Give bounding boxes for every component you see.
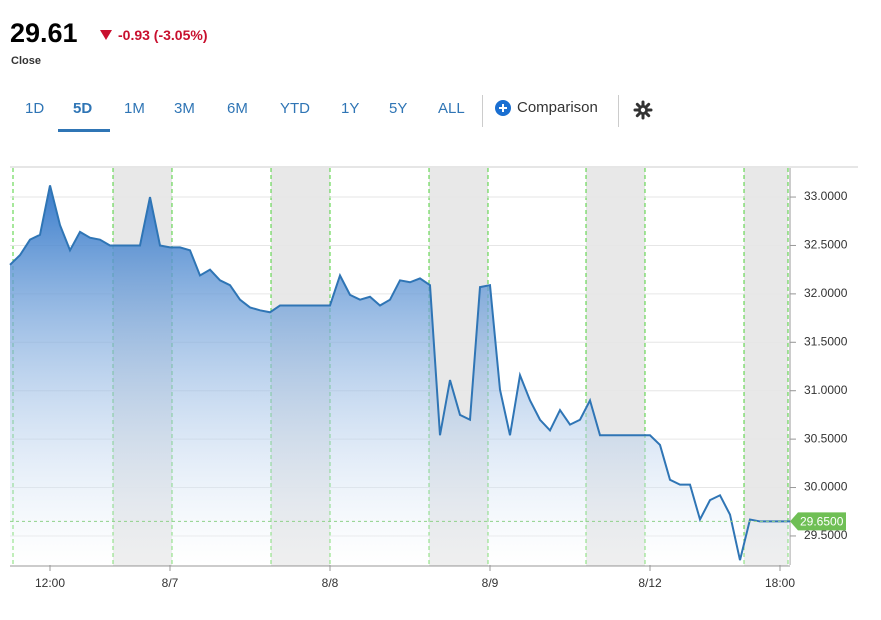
last-value-badge	[790, 512, 846, 531]
down-arrow	[100, 30, 112, 40]
plus-icon[interactable]	[495, 100, 511, 116]
y-tick-label: 30.0000	[804, 480, 848, 494]
tab-underline	[58, 129, 110, 132]
settings-icon[interactable]	[633, 100, 653, 120]
x-tick-label: 8/9	[482, 576, 499, 590]
x-tick-label: 8/8	[322, 576, 339, 590]
divider	[618, 95, 619, 127]
price: 29.61	[10, 18, 78, 48]
x-tick-label: 8/7	[162, 576, 179, 590]
range-tab[interactable]: 6M	[227, 100, 248, 117]
y-tick-label: 32.0000	[804, 286, 848, 300]
y-tick-label: 33.0000	[804, 189, 848, 203]
y-tick-label: 30.5000	[804, 431, 848, 445]
x-tick-label: 8/12	[638, 576, 662, 590]
last-value-label: 29.6500	[800, 515, 844, 529]
y-tick-label: 29.5000	[804, 528, 848, 542]
range-tab[interactable]: YTD	[280, 100, 310, 117]
market-status: Close	[11, 55, 41, 67]
y-tick-label: 32.5000	[804, 238, 848, 252]
y-tick-label: 31.0000	[804, 383, 848, 397]
range-tab[interactable]: 1M	[124, 100, 145, 117]
price-line	[9, 185, 790, 561]
x-tick-label: 18:00	[765, 576, 795, 590]
divider	[482, 95, 483, 127]
comparison-button[interactable]: Comparison	[517, 99, 598, 116]
range-tab[interactable]: ALL	[438, 100, 465, 117]
y-tick-label: 31.5000	[804, 334, 848, 348]
range-tab[interactable]: 1Y	[341, 100, 360, 117]
range-tab[interactable]: 1D	[25, 100, 45, 117]
range-tab[interactable]: 5Y	[389, 100, 408, 117]
shade-band	[744, 168, 788, 566]
area-fill	[10, 185, 790, 566]
range-tab[interactable]: 5D	[73, 100, 93, 117]
x-tick-label: 12:00	[35, 576, 65, 590]
price-change: -0.93 (-3.05%)	[118, 27, 208, 43]
range-tab[interactable]: 3M	[174, 100, 195, 117]
